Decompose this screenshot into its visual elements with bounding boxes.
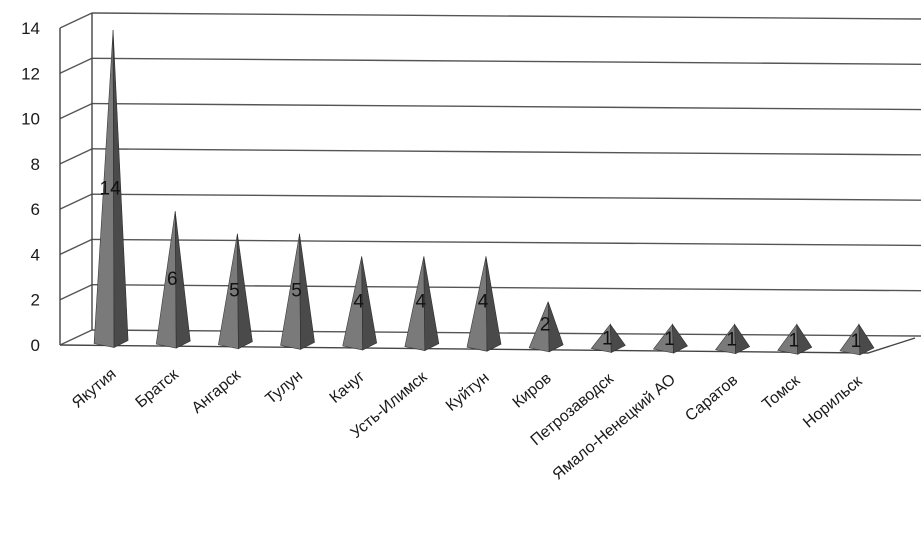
y-axis-tick-labels: 0 2 4 6 8 10 12 14 <box>21 19 40 355</box>
data-label: 1 <box>788 330 799 351</box>
pyramid-bar <box>342 256 378 351</box>
data-label: 1 <box>726 330 737 351</box>
pyramid-side-face <box>174 211 191 349</box>
gridline <box>91 102 921 111</box>
side-wall-gridline <box>59 238 93 256</box>
data-label: 4 <box>416 292 427 313</box>
floor-edge <box>59 337 916 354</box>
pyramid-bar <box>218 233 253 350</box>
x-axis-category-labels: Якутия Братск Ангарск Тулун КачугУсть-Илимск… <box>69 366 866 484</box>
data-label: 5 <box>291 280 302 301</box>
pyramid-bar <box>93 29 129 348</box>
pyramid-bar <box>777 323 813 355</box>
pyramid-side-face <box>423 256 440 352</box>
x-category-label: Тулун <box>262 367 306 407</box>
y-tick-label: 12 <box>21 64 40 83</box>
y-tick-label: 14 <box>21 19 40 38</box>
data-label: 1 <box>664 329 675 350</box>
y-tick-label: 4 <box>31 245 40 264</box>
gridline <box>91 12 921 20</box>
pyramid-side-face <box>237 233 253 350</box>
x-category-label: Норильск <box>800 372 866 431</box>
x-category-label: Киров <box>510 370 555 412</box>
x-category-label: Качуг <box>327 368 369 407</box>
pyramid-bars <box>93 29 875 356</box>
data-label: 6 <box>167 269 178 290</box>
side-wall-gridline <box>59 102 93 120</box>
pyramid-side-face <box>609 323 626 353</box>
pyramid-bar <box>652 323 688 354</box>
gridline <box>91 193 921 201</box>
pyramid-side-face <box>112 29 129 348</box>
side-wall-gridline <box>59 193 93 210</box>
y-tick-label: 0 <box>31 336 40 355</box>
y-tick-label: 2 <box>31 291 40 310</box>
pyramid-bar <box>466 256 502 352</box>
pyramid-bar <box>839 323 875 356</box>
data-label: 4 <box>353 292 364 313</box>
pyramid-side-face <box>299 233 315 350</box>
gridline <box>91 57 921 65</box>
gridline <box>91 148 921 156</box>
x-category-label: Куйтун <box>443 369 493 415</box>
data-label: 4 <box>478 292 489 313</box>
pyramid-bar <box>280 233 315 350</box>
pyramid-side-face <box>858 323 875 356</box>
side-wall-gridline <box>59 57 93 74</box>
y-tick-label: 8 <box>31 155 40 174</box>
data-label: 2 <box>540 314 551 335</box>
pyramid-side-face <box>672 323 688 354</box>
y-tick-label: 6 <box>31 200 40 219</box>
data-labels: 14 6 5 5 4 4 4 2 1 1 1 1 1 <box>100 179 862 352</box>
pyramid-bar <box>590 323 626 353</box>
data-label: 5 <box>229 280 240 301</box>
gridline <box>91 238 921 247</box>
pyramid-bar <box>155 211 191 349</box>
side-wall-gridline <box>59 12 93 29</box>
x-category-label: Якутия <box>69 366 120 412</box>
gridline <box>91 284 921 292</box>
pyramid-side-face <box>734 323 751 355</box>
side-wall-gridline <box>59 148 93 165</box>
x-category-label: Ангарск <box>189 366 245 417</box>
pyramid-bar <box>404 256 440 352</box>
data-label: 1 <box>851 331 862 352</box>
side-wall-gridline <box>59 329 93 346</box>
pyramid-bar <box>528 301 564 353</box>
pyramid-side-face <box>485 256 502 352</box>
axes <box>59 13 916 354</box>
x-category-label: Ямало-Ненецкий АО <box>550 371 679 483</box>
x-category-label: Томск <box>759 372 804 414</box>
data-label: 1 <box>602 328 613 349</box>
pyramid-side-face <box>361 256 378 351</box>
side-wall-gridline <box>59 284 93 301</box>
pyramid-side-face <box>796 323 813 355</box>
x-category-label: Саратов <box>682 372 741 425</box>
pyramid-side-face <box>547 301 564 353</box>
y-tick-label: 10 <box>21 110 40 129</box>
x-category-label: Братск <box>133 366 183 412</box>
pyramid-bar <box>715 323 751 355</box>
data-label: 14 <box>100 179 122 200</box>
